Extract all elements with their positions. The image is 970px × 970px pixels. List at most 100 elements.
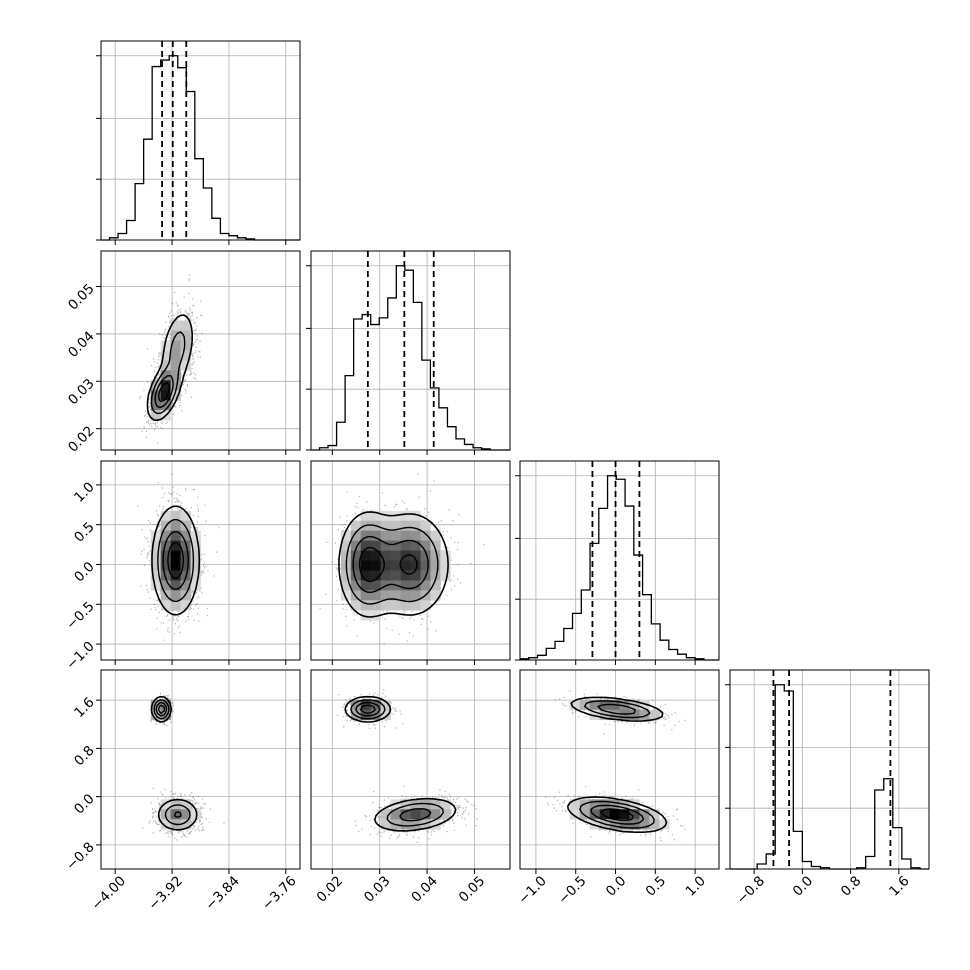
density-cell — [619, 809, 630, 820]
density-cell — [370, 560, 381, 571]
density-cell — [160, 799, 171, 810]
joint-panel-1-2 — [310, 460, 511, 665]
panel-frame — [310, 460, 511, 661]
density-cell — [440, 560, 451, 571]
density-cell — [150, 530, 161, 541]
density-cell — [440, 550, 451, 561]
density-cell — [180, 530, 191, 541]
density-cell — [190, 530, 201, 541]
density-cell — [170, 340, 181, 351]
density-cell — [360, 580, 371, 591]
density-cell — [160, 550, 171, 561]
density-cell — [180, 799, 191, 810]
density-cell — [350, 550, 362, 561]
density-cell — [170, 590, 181, 601]
density-cell — [410, 570, 421, 581]
density-cell — [420, 560, 431, 571]
density-cell — [410, 510, 421, 521]
density-cell — [400, 510, 411, 521]
density-cell — [430, 550, 441, 561]
density-cell — [170, 520, 181, 531]
histogram-panel-0 — [96, 40, 301, 245]
density-cell — [360, 560, 371, 571]
panel-frame — [100, 250, 301, 451]
contour-line — [146, 314, 193, 422]
histogram-step-line — [101, 55, 300, 241]
density-cell — [400, 520, 411, 531]
density-cell — [380, 699, 391, 711]
density-cell — [350, 709, 362, 721]
density-cell — [370, 709, 381, 721]
panel-content — [101, 670, 300, 869]
density-cell — [410, 600, 421, 611]
density-cell — [400, 799, 411, 810]
density-cell — [160, 340, 171, 351]
density-cell — [599, 799, 610, 810]
joint-panel-0-1 — [96, 250, 301, 455]
contour-line — [355, 701, 432, 822]
density-cell — [420, 580, 431, 591]
histogram-panel-3 — [725, 669, 930, 874]
density-cell — [380, 570, 391, 581]
density-cell — [170, 600, 181, 611]
density-cell — [160, 709, 171, 721]
density-cell — [150, 699, 161, 711]
panel-frame — [519, 460, 720, 661]
contour-line — [151, 505, 201, 616]
density-cell — [420, 799, 431, 810]
density-cell — [150, 560, 161, 571]
density-cell — [430, 580, 441, 591]
contour-line — [157, 519, 195, 602]
density-cell — [170, 550, 181, 561]
density-cell — [430, 540, 441, 551]
panel-content — [311, 461, 510, 660]
density-cell — [180, 809, 191, 820]
density-cell — [430, 819, 441, 830]
density-cell — [150, 400, 161, 411]
joint-panel-0-3 — [96, 669, 301, 874]
density-cell — [350, 570, 362, 581]
density-cell — [370, 510, 381, 521]
density-cell — [569, 809, 580, 820]
density-cell — [420, 819, 431, 830]
density-cell — [180, 600, 191, 611]
contour-line — [344, 695, 457, 832]
density-cell — [410, 550, 421, 561]
density-cell — [170, 570, 181, 581]
histogram-step-line — [311, 265, 510, 451]
density-cell — [400, 570, 411, 581]
contour-line — [338, 511, 449, 618]
density-cell — [649, 809, 660, 820]
density-cell — [380, 600, 391, 611]
density-cell — [180, 510, 191, 521]
contour-line — [162, 531, 189, 590]
density-cell — [340, 550, 352, 561]
joint-panel-2-3 — [519, 669, 720, 874]
density-cell — [410, 520, 421, 531]
density-cell — [589, 709, 600, 721]
density-cell — [150, 550, 161, 561]
density-cell — [180, 550, 191, 561]
density-cell — [370, 550, 381, 561]
density-cell — [589, 799, 600, 810]
density-cell — [160, 530, 171, 541]
density-cell — [410, 590, 421, 601]
density-cell — [400, 530, 411, 541]
density-cell — [350, 600, 362, 611]
contour-line — [350, 699, 444, 827]
density-cell — [410, 809, 421, 820]
density-cell — [410, 560, 421, 571]
density-cell — [370, 570, 381, 581]
density-cell — [380, 520, 391, 531]
density-cell — [420, 550, 431, 561]
density-cell — [629, 799, 640, 810]
density-cell — [410, 530, 421, 541]
density-cell — [190, 560, 201, 571]
density-cell — [619, 699, 630, 711]
density-cell — [659, 819, 670, 830]
density-cell — [370, 590, 381, 601]
density-cell — [360, 590, 371, 601]
density-cell — [400, 580, 411, 591]
density-cell — [350, 580, 362, 591]
density-cell — [400, 600, 411, 611]
